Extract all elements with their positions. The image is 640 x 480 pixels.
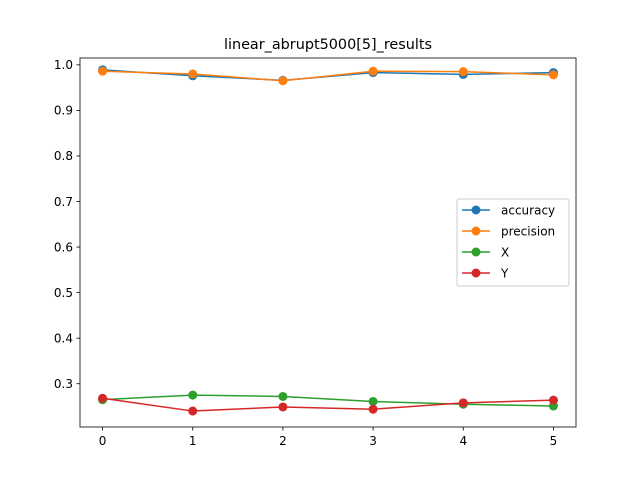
y-tick-label: 0.4: [54, 331, 73, 345]
y-tick-label: 0.8: [54, 149, 73, 163]
legend-marker: [471, 268, 481, 278]
data-point: [188, 69, 198, 79]
y-tick-label: 0.5: [54, 286, 73, 300]
series-lines: [98, 65, 558, 416]
data-point: [368, 396, 378, 406]
data-point: [188, 406, 198, 416]
legend-marker: [471, 226, 481, 236]
y-axis: 0.3 0.4 0.5 0.6 0.7 0.8 0.9 1.0: [54, 58, 80, 391]
legend-label: X: [501, 245, 509, 259]
data-point: [368, 66, 378, 76]
x-tick-label: 3: [369, 434, 377, 448]
legend-box: [456, 198, 570, 287]
y-tick-label: 0.3: [54, 377, 73, 391]
data-point: [278, 76, 288, 86]
data-point: [98, 393, 108, 403]
series-line: [102, 397, 554, 412]
series-line: [102, 70, 554, 82]
x-tick-label: 4: [459, 434, 467, 448]
data-point: [548, 395, 558, 405]
data-point: [368, 404, 378, 414]
legend-label: Y: [500, 266, 509, 280]
plot-area: 0 1 2 3 4 5 0.3 0.4 0.5 0.6 0.7 0.8 0.9 1.0: [54, 57, 577, 448]
legend-label: precision: [501, 224, 555, 238]
x-tick-label: 5: [550, 434, 558, 448]
data-point: [98, 66, 108, 76]
series-line: [102, 394, 554, 407]
x-tick-label: 1: [189, 434, 197, 448]
chart-title: linear_abrupt5000[5]_results: [224, 37, 432, 53]
x-axis: 0 1 2 3 4 5: [99, 427, 558, 448]
data-point: [278, 391, 288, 401]
data-point: [458, 398, 468, 408]
y-tick-label: 0.6: [54, 240, 73, 254]
x-tick-label: 0: [99, 434, 107, 448]
legend-marker: [471, 205, 481, 215]
y-tick-label: 1.0: [54, 58, 73, 72]
data-point: [278, 402, 288, 412]
x-tick-label: 2: [279, 434, 287, 448]
legend-label: accuracy: [501, 203, 555, 217]
data-point: [188, 390, 198, 400]
legend: accuracy precision XY: [456, 198, 570, 287]
axes-frame: [79, 57, 577, 428]
y-tick-label: 0.7: [54, 195, 73, 209]
legend-marker: [471, 247, 481, 257]
y-tick-label: 0.9: [54, 104, 73, 118]
data-point: [458, 67, 468, 77]
series-y: [98, 393, 558, 416]
data-point: [548, 70, 558, 80]
series-precision: [98, 66, 558, 86]
